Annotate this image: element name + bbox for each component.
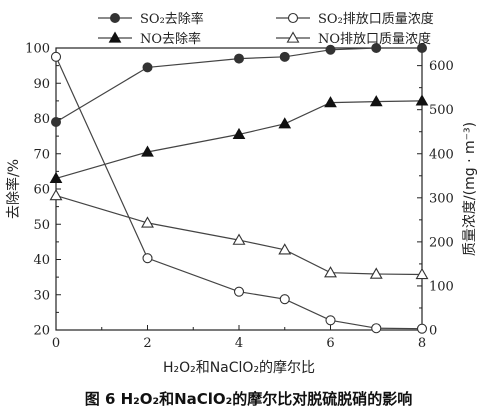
data-point-series-2: [233, 286, 245, 297]
data-point-series-4: [232, 233, 246, 245]
legend-marker-1: [110, 13, 120, 23]
legend-label-2: SO₂排放口质量浓度: [318, 11, 434, 27]
data-point-series-2: [50, 51, 62, 62]
legend-marker-4: [286, 31, 300, 43]
y-right-tick-label: 0: [429, 324, 437, 339]
y-left-tick-label: 40: [33, 253, 50, 268]
data-point-series-4: [49, 189, 63, 201]
x-tick-label: 8: [418, 336, 426, 351]
data-point-series-2: [142, 253, 153, 264]
legend-marker-3: [108, 31, 122, 43]
data-point-series-3: [232, 127, 246, 139]
x-axis-title: H₂O₂和NaClO₂的摩尔比: [163, 359, 315, 376]
y-right-tick-label: 200: [429, 235, 454, 250]
figure-caption: 图 6 H₂O₂和NaClO₂的摩尔比对脱硫脱硝的影响: [84, 390, 413, 408]
data-point-series-1: [279, 51, 290, 62]
y-left-tick-label: 80: [33, 112, 50, 127]
legend-label-4: NO排放口质量浓度: [318, 31, 431, 47]
y-right-tick-label: 500: [429, 103, 454, 118]
data-point-series-4: [369, 267, 383, 279]
data-point-series-2: [416, 323, 428, 334]
x-tick-label: 4: [235, 336, 243, 351]
data-point-series-1: [371, 43, 382, 53]
data-point-series-1: [234, 53, 244, 64]
data-point-series-3: [324, 96, 337, 108]
y-right-axis-title: 质量浓度/(mg · m⁻³): [462, 122, 478, 256]
data-point-series-2: [279, 294, 290, 305]
y-right-tick-label: 400: [429, 147, 454, 162]
data-point-series-2: [325, 315, 336, 326]
data-point-series-1: [51, 117, 61, 128]
data-point-series-3: [141, 145, 154, 157]
y-left-tick-label: 50: [33, 218, 50, 233]
y-left-axis-title: 去除率/%: [5, 159, 22, 219]
y-left-tick-label: 70: [33, 147, 50, 162]
legend-label-3: NO去除率: [140, 31, 201, 47]
y-left-tick-label: 60: [33, 183, 50, 198]
x-tick-label: 2: [143, 336, 151, 351]
data-point-series-4: [324, 266, 337, 278]
data-point-series-1: [325, 44, 336, 55]
x-tick-label: 6: [326, 336, 334, 351]
data-point-series-3: [278, 117, 292, 129]
data-point-series-1: [417, 43, 427, 53]
data-point-series-4: [141, 216, 154, 228]
y-right-tick-label: 300: [429, 191, 454, 206]
chart-plot: 0 2 4 6 8 20 30 40 50 60 70 80 90 100 0 100 200 300 400 500…: [5, 11, 478, 376]
y-left-tick-label: 30: [33, 288, 50, 303]
series-line-3: [55, 100, 423, 179]
x-tick-label: 0: [52, 336, 60, 351]
y-right-tick-label: 600: [429, 59, 454, 74]
data-point-series-2: [371, 323, 382, 334]
data-point-series-3: [369, 95, 383, 107]
data-point-series-3: [415, 94, 429, 106]
data-point-series-4: [278, 243, 292, 255]
data-point-series-3: [49, 171, 63, 184]
y-right-tick-label: 100: [429, 279, 454, 294]
y-left-tick-label: 20: [33, 324, 50, 339]
data-point-series-1: [142, 62, 153, 73]
y-left-tick-label: 90: [33, 77, 50, 92]
legend-label-1: SO₂去除率: [140, 11, 204, 27]
y-left-tick-label: 100: [25, 42, 50, 57]
data-point-series-4: [415, 267, 429, 280]
legend-marker-2: [287, 12, 299, 24]
